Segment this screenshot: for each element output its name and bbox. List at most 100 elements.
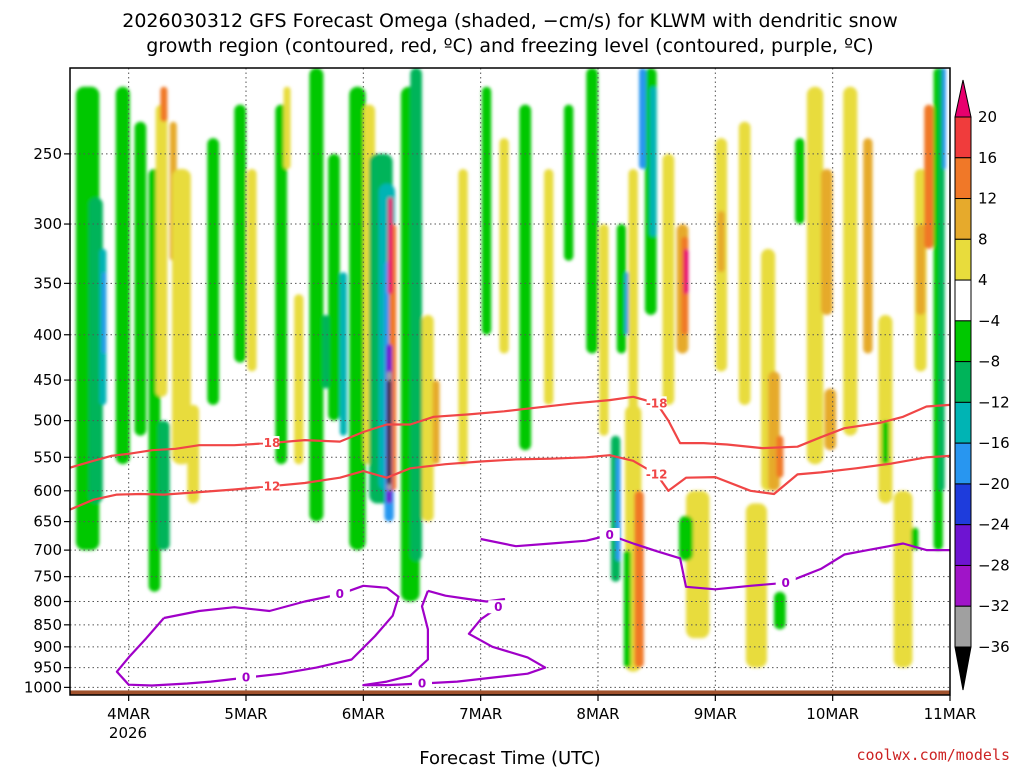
omega-shade-cell	[683, 248, 689, 295]
contour-label: 0	[606, 528, 614, 542]
contour-label: -12	[646, 467, 668, 481]
omega-shade-cell	[519, 104, 532, 451]
omega-shade-cell	[160, 86, 168, 122]
y-tick-label: 400	[33, 326, 62, 344]
colorbar-swatch	[954, 279, 972, 322]
omega-shade-cell	[649, 86, 657, 237]
omega-shade-cell	[102, 272, 106, 354]
omega-shade-cell	[878, 315, 893, 504]
omega-shade-cell	[275, 104, 288, 465]
omega-shade-cell	[339, 272, 347, 436]
colorbar-label: 8	[978, 230, 988, 248]
colorbar-label: −4	[978, 312, 1000, 330]
omega-shade-cell	[824, 388, 837, 451]
omega-shade-cell	[247, 168, 257, 372]
credit-text: coolwx.com/models	[856, 746, 1010, 764]
omega-shade-cell	[410, 68, 422, 561]
colorbar-label: −28	[978, 556, 1010, 574]
omega-shade-cell	[134, 121, 147, 436]
contour-label: -18	[646, 396, 668, 410]
colorbar-label: −20	[978, 475, 1010, 493]
omega-shade-cell	[774, 591, 786, 630]
contour-label: 0	[494, 600, 502, 614]
contour-label-bg	[775, 575, 796, 589]
y-tick-label: 550	[33, 448, 62, 466]
omega-shade-cell	[349, 86, 366, 551]
colorbar-label: −32	[978, 597, 1010, 615]
omega-shade-cell	[309, 68, 324, 522]
y-tick-label: 700	[33, 541, 62, 559]
omega-shading	[75, 68, 946, 672]
colorbar-label: −8	[978, 353, 1000, 371]
omega-shade-cell	[88, 197, 103, 504]
omega-shade-cell	[234, 104, 246, 363]
omega-shade-cell	[686, 490, 710, 639]
omega-shade-cell	[481, 86, 492, 335]
contour-label-bg	[236, 670, 256, 684]
omega-shade-cell	[738, 121, 751, 405]
colorbar-label: 16	[978, 149, 997, 167]
chart-title-line-2: growth region (contoured, red, ºC) and f…	[146, 35, 873, 57]
omega-shade-cell	[924, 104, 934, 249]
colorbar: 20 16 12 8 4 −4 −8 −12 −16 −20 −24 −28 −32 −36	[954, 79, 1010, 691]
colorbar-label: −24	[978, 516, 1010, 534]
colorbar-label: −12	[978, 393, 1010, 411]
omega-shade-cell	[911, 527, 919, 551]
chart-title-line-1: 2026030312 GFS Forecast Omega (shaded, −…	[122, 10, 897, 32]
omega-shade-cell	[623, 550, 631, 668]
y-tick-label: 1000	[24, 678, 62, 696]
colorbar-label: 4	[978, 271, 988, 289]
omega-shade-cell	[207, 138, 220, 405]
omega-shade-cell	[328, 153, 340, 421]
omega-shade-cell	[172, 168, 191, 465]
y-tick-label: 750	[33, 568, 62, 586]
colorbar-swatch	[954, 524, 972, 566]
omega-shade-cell	[294, 294, 304, 465]
x-tick-label: 5MAR	[224, 705, 267, 723]
contour-label-bg	[259, 479, 280, 493]
x-tick-label: 6MAR	[342, 705, 385, 723]
contour-label-bg	[488, 600, 509, 614]
colorbar-swatch	[954, 157, 972, 200]
omega-shade-cell	[599, 224, 609, 436]
omega-shade-cell	[628, 168, 638, 436]
omega-shade-cell	[843, 86, 858, 436]
omega-shade-cell	[458, 168, 468, 465]
omega-shade-cell	[615, 457, 621, 561]
omega-shade-cell	[634, 490, 644, 668]
freezing-level-contour-line	[362, 589, 547, 687]
x-tick-label: 7MAR	[459, 705, 502, 723]
omega-shade-cell	[563, 104, 574, 261]
omega-shade-cell	[662, 153, 675, 405]
y-tick-label: 250	[33, 145, 62, 163]
omega-shade-cell	[616, 224, 627, 354]
contour-label-bg	[329, 587, 350, 601]
y-tick-label: 500	[33, 412, 62, 430]
y-tick-label: 600	[33, 482, 62, 500]
contour-label: -18	[259, 436, 281, 450]
y-tick-label: 850	[33, 616, 62, 634]
y-tick-label: 950	[33, 659, 62, 677]
omega-shade-cell	[915, 224, 926, 316]
contour-label-bg	[599, 527, 620, 541]
omega-shade-cell	[863, 138, 873, 354]
colorbar-swatch	[954, 483, 972, 526]
contour-label: 0	[782, 576, 790, 590]
colorbar-label: 12	[978, 190, 997, 208]
omega-shade-cell	[586, 68, 598, 354]
y-tick-label: 300	[33, 215, 62, 233]
colorbar-bottom-arrow	[954, 646, 972, 691]
y-tick-label: 450	[33, 371, 62, 389]
omega-shade-cell	[795, 138, 805, 225]
colorbar-swatch	[954, 605, 972, 648]
surface-terrain	[70, 690, 950, 695]
omega-shade-cell	[115, 86, 130, 465]
omega-shade-cell	[187, 404, 200, 504]
colorbar-label: 20	[978, 108, 997, 126]
x-tick-label: 4MAR	[107, 705, 150, 723]
x-tick-label: 9MAR	[694, 705, 737, 723]
x-tick-label: 10MAR	[806, 705, 859, 723]
freezing-level-contour-line	[115, 584, 400, 687]
colorbar-swatch	[954, 564, 972, 607]
